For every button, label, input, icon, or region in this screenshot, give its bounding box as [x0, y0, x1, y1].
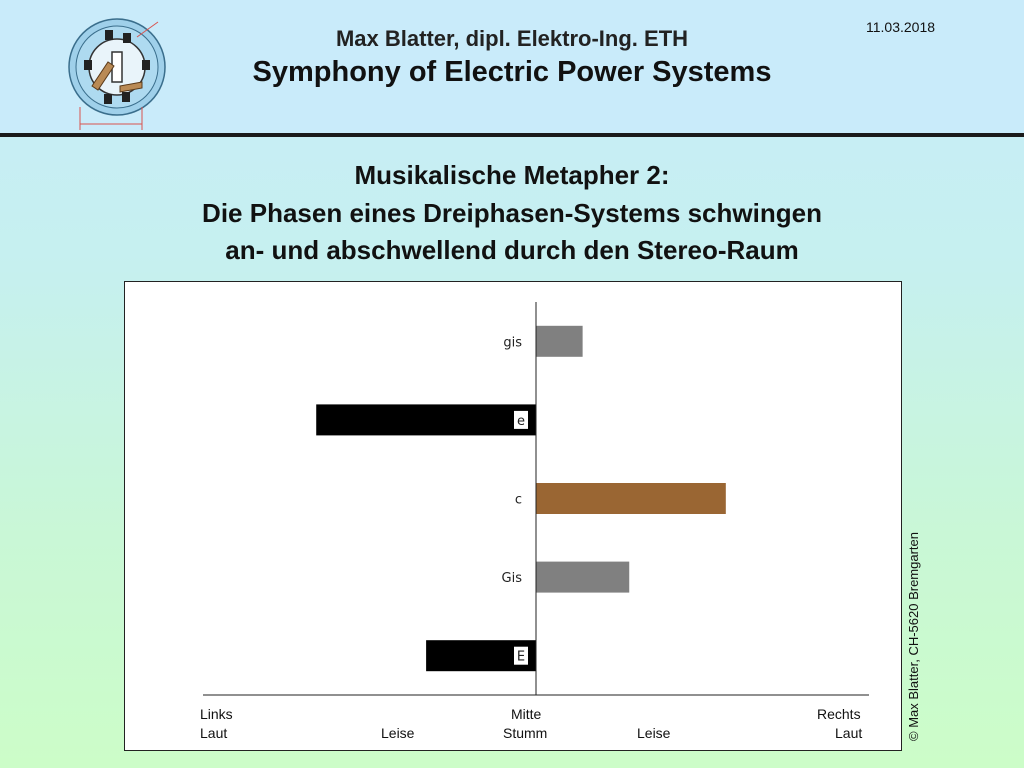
x-label-laut-right: Laut [835, 725, 863, 741]
x-label-stumm: Stumm [503, 725, 548, 741]
bar-label-gis: gis [503, 335, 522, 350]
x-label-rechts: Rechts [817, 706, 861, 722]
x-label-leise-right: Leise [637, 725, 671, 741]
bar-label-Gis: Gis [502, 571, 523, 586]
stereo-bar-chart: gis e c Gis E [203, 302, 869, 696]
bar-label-bg-E [514, 646, 528, 665]
bar-Gis [536, 561, 630, 593]
chart-frame: gis e c Gis E Links Laut Leise Mitte Stumm L… [124, 281, 902, 751]
author-line: Max Blatter, dipl. Elektro-Ing. ETH [335, 26, 689, 51]
bar-label-E: E [517, 650, 525, 665]
copyright-note: © Max Blatter, CH-5620 Bremgarten [906, 532, 921, 741]
slide-title-line-1: Musikalische Metapher 2: [354, 160, 670, 190]
header-divider [0, 133, 1024, 137]
x-label-laut-left: Laut [200, 725, 228, 741]
bar-e [316, 404, 536, 436]
x-label-leise-left: Leise [381, 725, 415, 741]
bar-label-bg-e [514, 410, 528, 429]
series-title: Symphony of Electric Power Systems [252, 56, 772, 88]
bar-label-e: e [517, 414, 525, 429]
header-band: Max Blatter, dipl. Elektro-Ing. ETH Symp… [0, 0, 1024, 133]
x-label-links: Links [200, 706, 233, 722]
date-label: 11.03.2018 [866, 19, 936, 35]
bar-c [536, 483, 726, 514]
slide-title-line-2: Die Phasen eines Dreiphasen-Systems schw… [202, 198, 822, 228]
generator-logo-icon [68, 18, 166, 130]
x-label-mitte: Mitte [511, 706, 542, 722]
bar-label-c: c [515, 493, 522, 508]
slide-title-line-3: an- und abschwellend durch den Stereo-Ra… [225, 235, 799, 265]
bar-gis [536, 325, 583, 357]
